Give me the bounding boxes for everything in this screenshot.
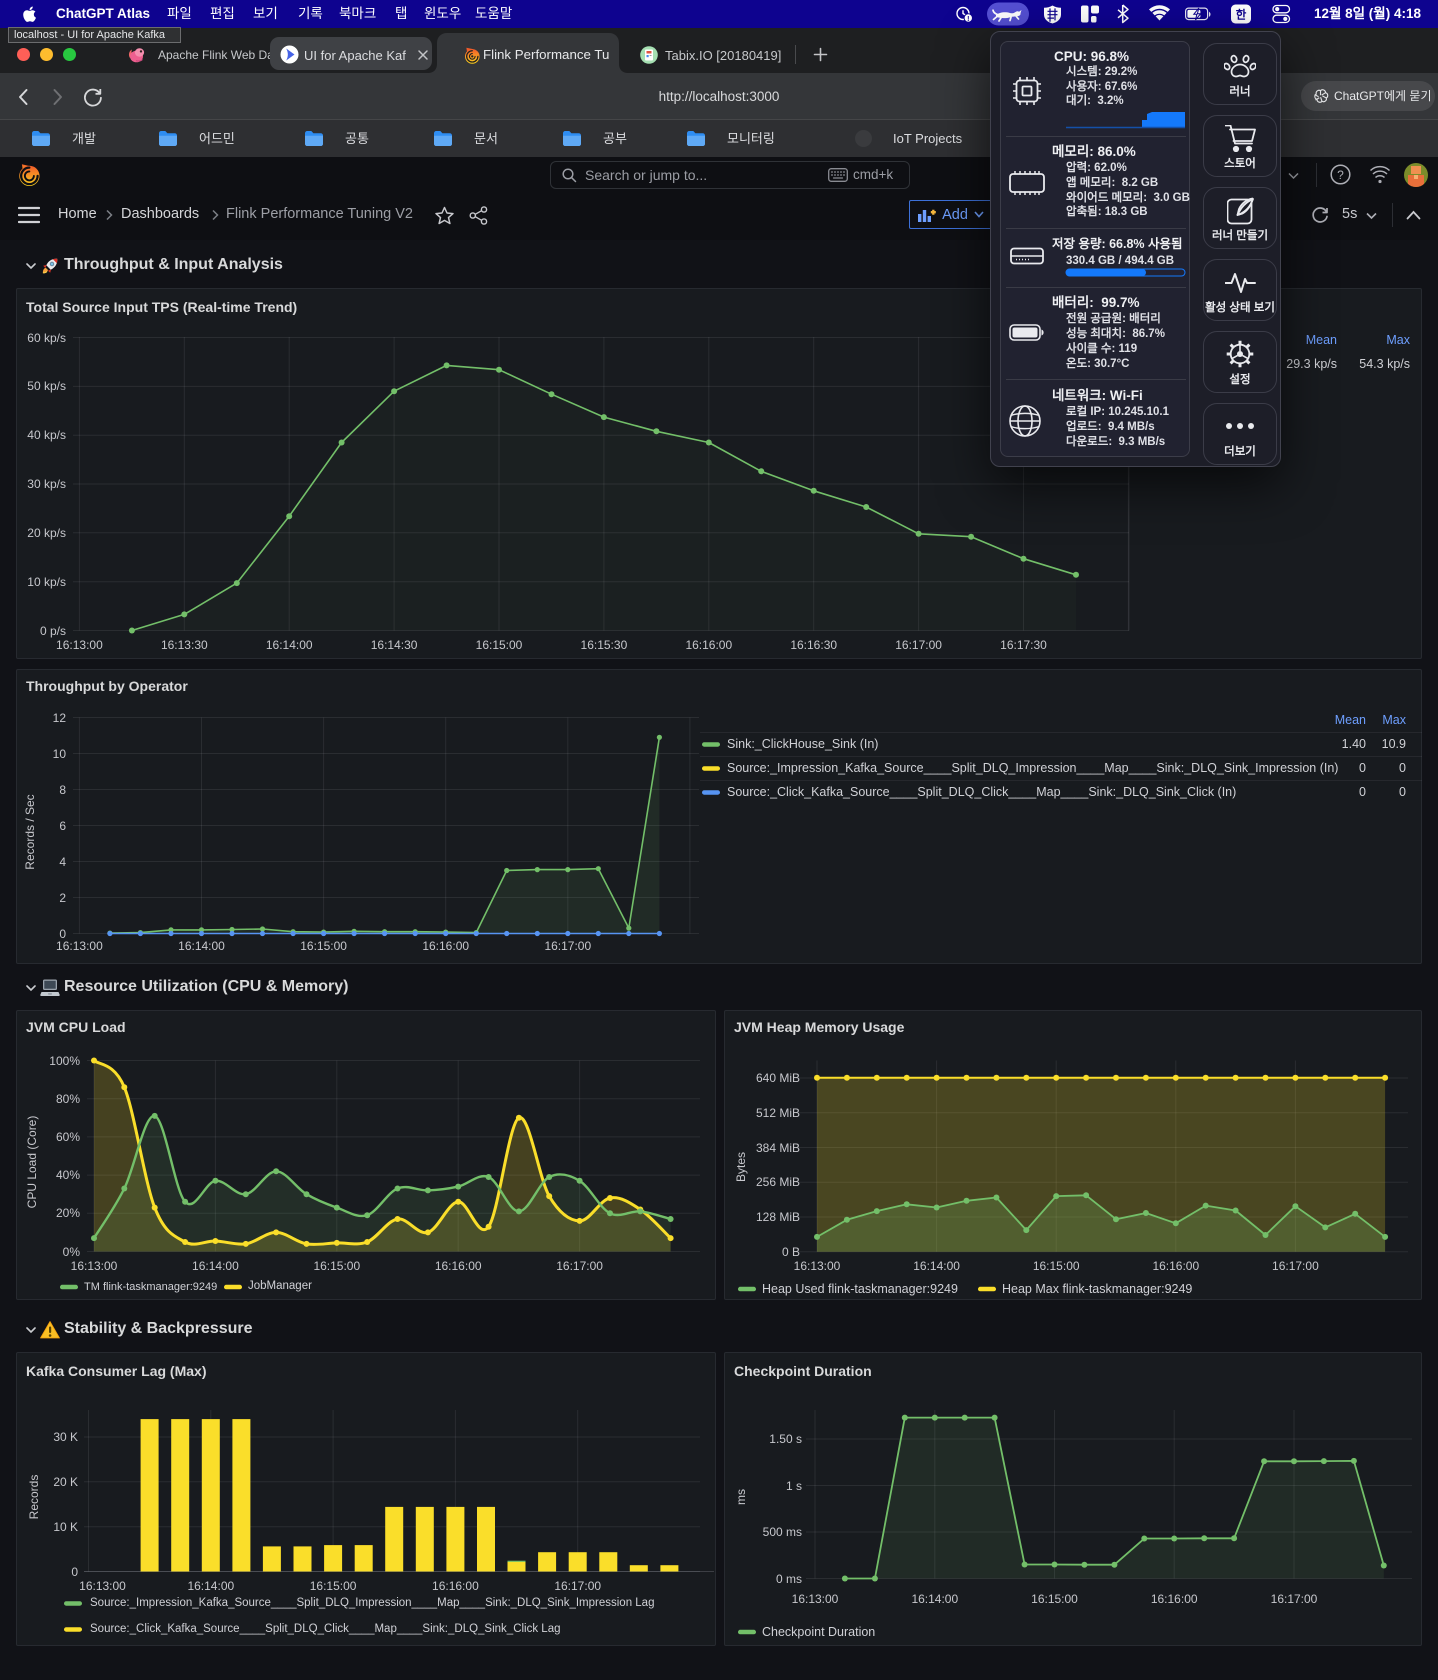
svg-text:!: ! [967,16,969,23]
svg-text:?: ? [1337,168,1344,182]
svg-text:한: 한 [1236,8,1247,22]
